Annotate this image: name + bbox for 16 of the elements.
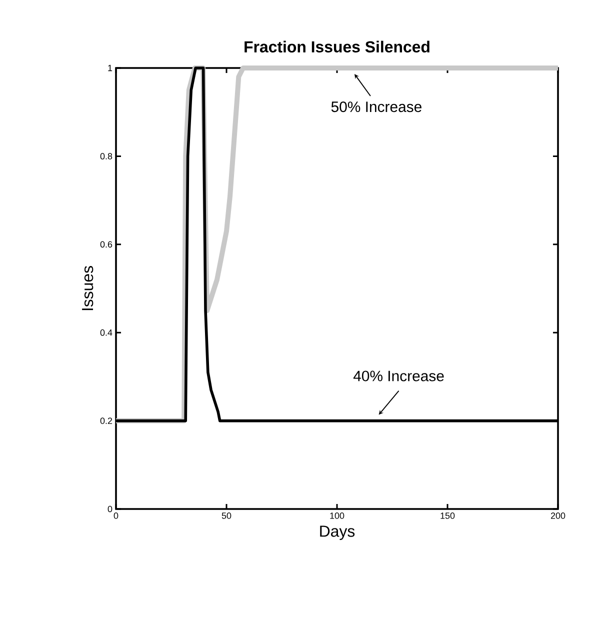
x-tick-label: 0: [114, 512, 118, 519]
x-tick-label: 100: [330, 512, 344, 519]
y-axis-title: Issues: [82, 266, 94, 310]
y-tick-label: 1: [108, 64, 112, 72]
chart-title: Fraction Issues Silenced: [244, 40, 430, 52]
x-axis-title: Days: [320, 526, 355, 540]
y-tick-label: 0.4: [100, 329, 112, 336]
y-tick-label: 0.2: [100, 418, 112, 424]
y-tick-label: 0: [108, 506, 112, 512]
y-tick-label: 0.6: [100, 241, 112, 248]
annotation: 50% Increase: [331, 102, 422, 112]
annotation: 40% Increase: [353, 370, 444, 382]
x-tick-label: 150: [440, 512, 455, 519]
x-tick-label: 50: [222, 512, 232, 519]
y-tick-label: 0.8: [100, 153, 112, 160]
x-tick-label: 200: [550, 512, 566, 519]
